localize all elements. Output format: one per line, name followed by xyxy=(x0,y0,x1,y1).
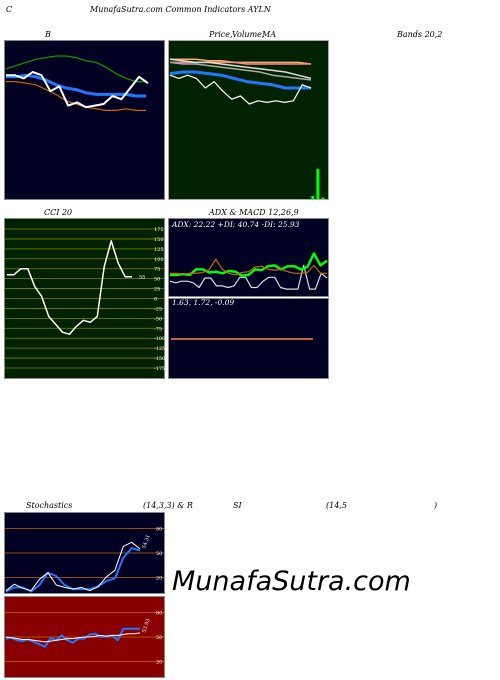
price-price-line xyxy=(169,74,312,105)
stoch-value-label: 54.31 xyxy=(141,534,152,550)
stoch-fast-k-line xyxy=(5,541,141,592)
cci-tick-label: -100 xyxy=(154,336,165,342)
bands-label: Bands 20,2 xyxy=(397,30,443,39)
macd-chart: 1.63, 1.72, -0.09 xyxy=(168,298,329,379)
adx-adx-line xyxy=(169,264,328,290)
cci-line xyxy=(7,240,132,335)
rsi-chart: 80 50 20 53.93 xyxy=(4,596,165,678)
volume-bar xyxy=(316,169,320,199)
bollinger-upper-band-line xyxy=(5,55,146,83)
cci-tick-label: -125 xyxy=(154,346,165,352)
cci-tick-label: -75 xyxy=(154,326,162,332)
cci-tick-label: -150 xyxy=(154,356,165,362)
adx-plus-di-line xyxy=(170,252,328,277)
bollinger-middle-band-line xyxy=(6,73,146,98)
adx-title: ADX: 22.22 +DI: 40.74 -DI: 25.93 xyxy=(171,220,300,229)
rsi-close-paren: ) xyxy=(434,501,438,510)
stochastics-label: Stochastics xyxy=(26,501,73,510)
stoch-tick-label: 80 xyxy=(156,526,162,532)
price-label: Price, xyxy=(209,30,233,39)
bollinger-background xyxy=(4,40,165,200)
price-ma-3-line xyxy=(169,58,312,80)
price-ma-5-line xyxy=(169,70,311,90)
cci-tick-label: -175 xyxy=(154,366,165,372)
watermark: MunafaSutra.com xyxy=(172,566,411,597)
adx-chart: ADX: 22.22 +DI: 40.74 -DI: 25.93 xyxy=(168,218,329,297)
volume-bar xyxy=(321,197,325,199)
stochastics-chart: 80 50 20 54.31 xyxy=(4,512,165,594)
cci-tick-label: 25 xyxy=(154,287,160,293)
cci-tick-label: 100 xyxy=(154,257,164,263)
cci-tick-label: -25 xyxy=(154,306,162,312)
bollinger-label: B xyxy=(45,30,51,39)
stoch-tick-label: 50 xyxy=(156,551,162,557)
cci-tick-label: -50 xyxy=(154,316,162,322)
c-label: C xyxy=(6,5,13,14)
stochastics-params: (14,3,3) & R xyxy=(143,501,193,510)
cci-chart: 175 150 125 100 75 50 25 0 -25 -50 -75 -100 -125 -150… xyxy=(4,218,165,379)
bollinger-price-line xyxy=(6,71,149,109)
volume-label: Volume, xyxy=(232,30,265,39)
ma-label: MA xyxy=(262,30,276,39)
rsi-tick-label: 50 xyxy=(156,635,162,641)
adx-background xyxy=(168,218,329,297)
bollinger-lower-band-line xyxy=(6,80,146,112)
si-label: SI xyxy=(233,501,242,510)
volume-bar xyxy=(311,196,315,199)
rsi-params: (14,5 xyxy=(326,501,347,510)
price-ma-1-line xyxy=(170,58,312,65)
macd-title: 1.63, 1.72, -0.09 xyxy=(172,298,234,307)
price-volume-ma-chart xyxy=(168,40,329,200)
rsi-tick-label: 80 xyxy=(156,610,162,616)
rsi-tick-label: 20 xyxy=(156,660,162,666)
cci-tick-label: 125 xyxy=(154,247,164,253)
cci-label: CCI 20 xyxy=(44,208,73,217)
bollinger-bands-chart xyxy=(4,40,165,200)
cci-tick-label: 175 xyxy=(154,227,164,233)
price-ma-4-line xyxy=(169,61,312,81)
cci-value-label: 55 xyxy=(139,275,145,281)
adx-macd-label: ADX & MACD 12,26,9 xyxy=(209,208,299,217)
adx-minus-di-line xyxy=(170,258,327,276)
rsi-value-label: 53.93 xyxy=(141,618,152,634)
stoch-tick-label: 20 xyxy=(156,576,162,582)
cci-tick-label: 75 xyxy=(154,267,160,273)
cci-tick-label: 50 xyxy=(154,277,160,283)
cci-tick-label: 150 xyxy=(154,237,164,243)
rsi-rsi-ma-line xyxy=(5,632,141,643)
chart-title: MunafaSutra.com Common Indicators AYLN xyxy=(90,5,271,14)
cci-tick-label: 0 xyxy=(154,297,157,303)
